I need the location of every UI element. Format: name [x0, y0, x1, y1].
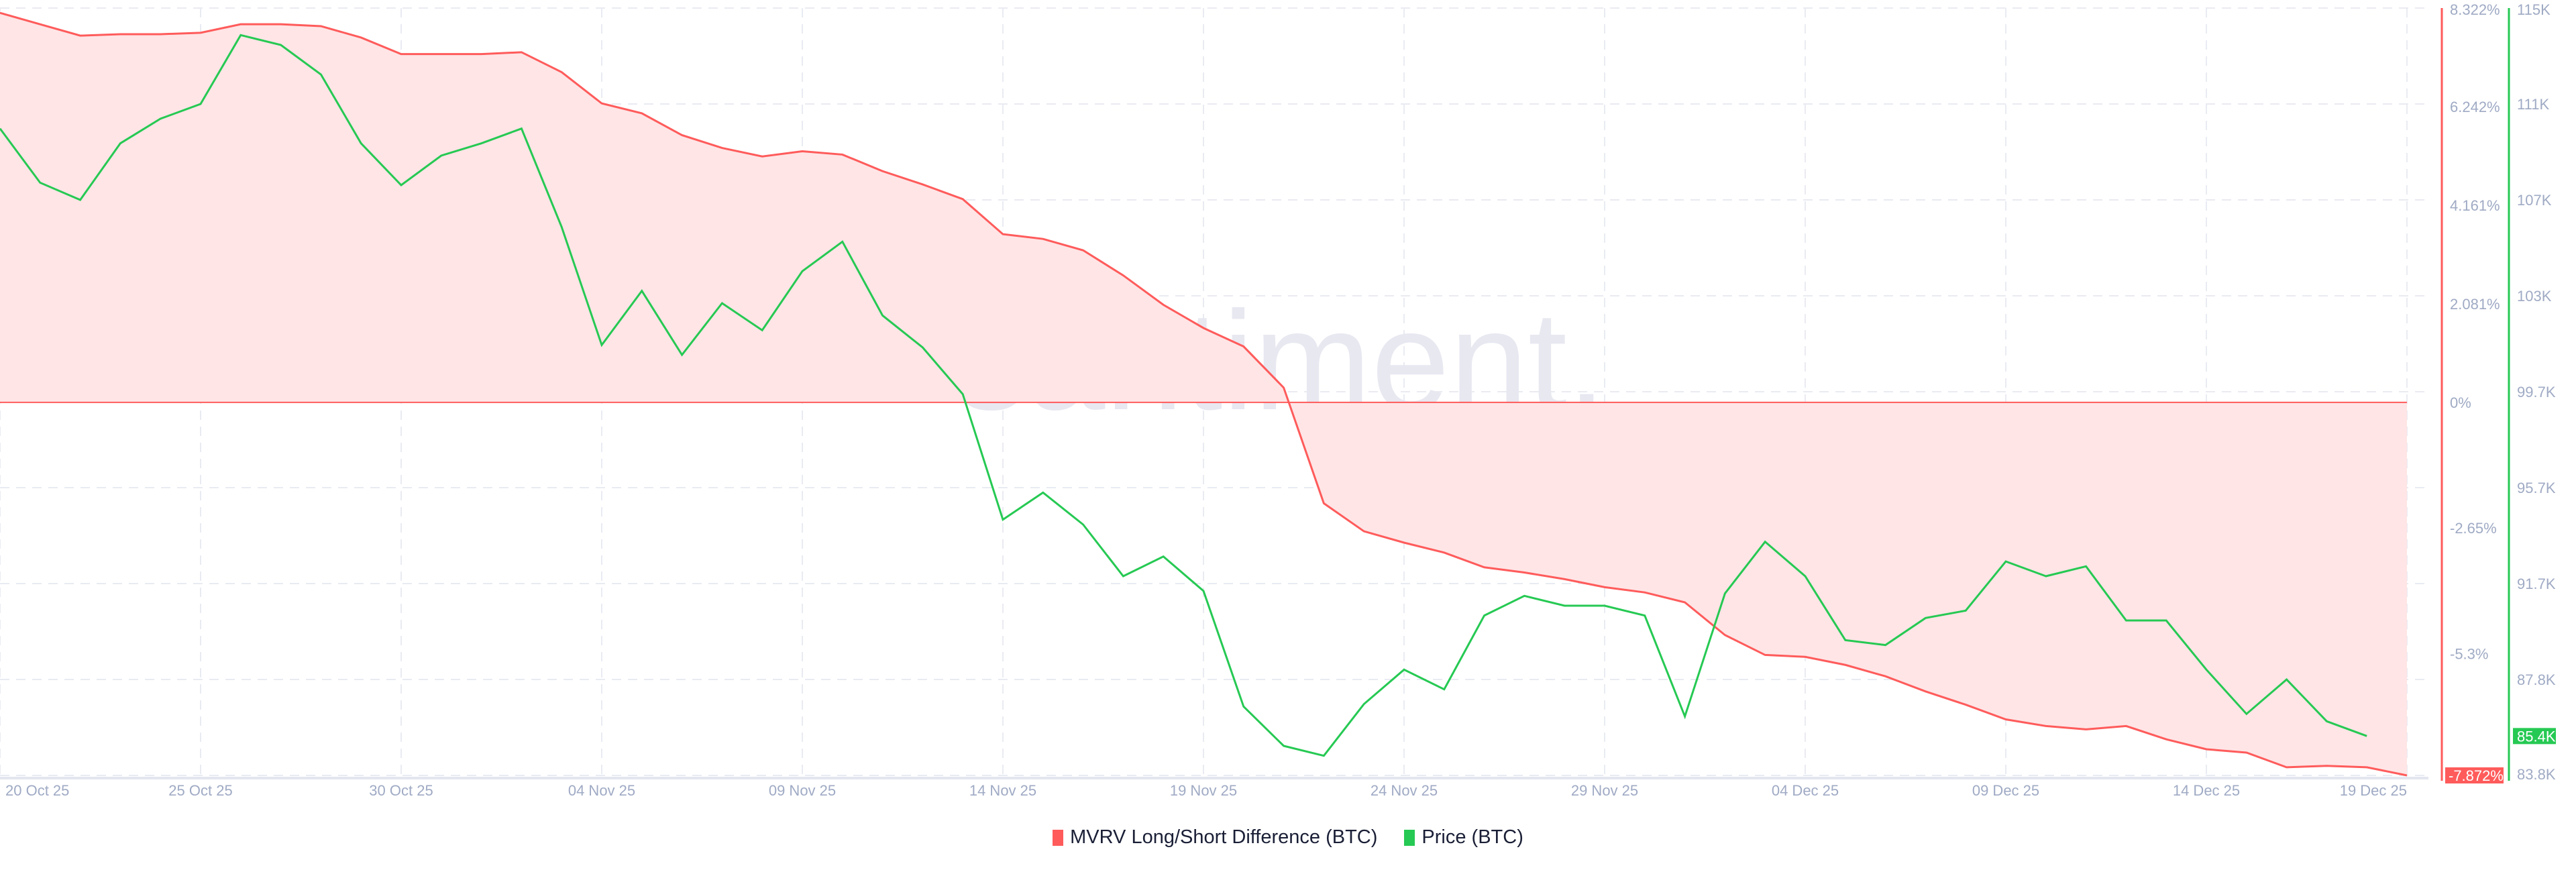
x-tick-label: 14 Nov 25 [969, 782, 1036, 799]
price-tick-label: 107K [2517, 192, 2552, 209]
price-last-value-badge [2513, 728, 2556, 745]
x-tick-label: 20 Oct 25 [5, 782, 69, 799]
price-tick-label: 91.7K [2517, 576, 2556, 592]
mvrv-tick-label: 4.161% [2450, 197, 2500, 214]
legend-item-mvrv[interactable]: MVRV Long/Short Difference (BTC) [1053, 826, 1377, 849]
mvrv-tick-label: -2.65% [2450, 520, 2497, 537]
mvrv-tick-label: 2.081% [2450, 296, 2500, 313]
chart: santiment. 20 Oct 25 25 Oct 25 30 Oct 25 04… [0, 1, 2556, 799]
x-tick-label: 24 Nov 25 [1371, 782, 1438, 799]
legend-item-price[interactable]: Price (BTC) [1404, 826, 1523, 849]
legend-swatch-mvrv [1053, 829, 1064, 846]
axes: 20 Oct 25 25 Oct 25 30 Oct 25 04 Nov 25 09 N… [0, 1, 2556, 799]
mvrv-tick-label: 0% [2450, 394, 2471, 411]
legend-label-mvrv: MVRV Long/Short Difference (BTC) [1070, 826, 1378, 848]
mvrv-area [0, 13, 2407, 775]
x-tick-label: 25 Oct 25 [168, 782, 232, 799]
price-tick-label: 87.8K [2517, 671, 2556, 688]
x-tick-label: 29 Nov 25 [1571, 782, 1638, 799]
x-tick-label: 09 Dec 25 [1972, 782, 2039, 799]
price-tick-label: 103K [2517, 288, 2552, 305]
price-tick-label: 99.7K [2517, 384, 2556, 400]
price-last-value: 85.4K [2517, 728, 2556, 745]
x-tick-label: 09 Nov 25 [769, 782, 836, 799]
mvrv-tick-label: 6.242% [2450, 99, 2500, 115]
x-tick-label: 30 Oct 25 [369, 782, 433, 799]
mvrv-last-value-badge [2445, 767, 2504, 783]
series-layer [0, 11, 2408, 777]
mvrv-last-value: -7.872% [2449, 767, 2504, 784]
x-tick-label: 19 Dec 25 [2340, 782, 2407, 799]
legend-swatch-price [1404, 829, 1415, 846]
price-tick-label: 111K [2517, 96, 2549, 113]
x-tick-label: 04 Nov 25 [568, 782, 635, 799]
x-tick-label: 19 Nov 25 [1170, 782, 1237, 799]
mvrv-tick-label: 8.322% [2450, 1, 2500, 18]
legend-label-price: Price (BTC) [1421, 826, 1523, 848]
price-tick-label: 95.7K [2517, 480, 2556, 496]
x-tick-label: 04 Dec 25 [1772, 782, 1839, 799]
price-tick-label: 115K [2517, 1, 2551, 18]
x-tick-label: 14 Dec 25 [2173, 782, 2240, 799]
price-line [0, 34, 2367, 757]
mvrv-tick-label: -5.3% [2450, 645, 2488, 662]
mvrv-line [0, 11, 2408, 777]
price-tick-label: 83.8K [2517, 766, 2556, 783]
legend: MVRV Long/Short Difference (BTC) Price (… [0, 826, 2576, 849]
